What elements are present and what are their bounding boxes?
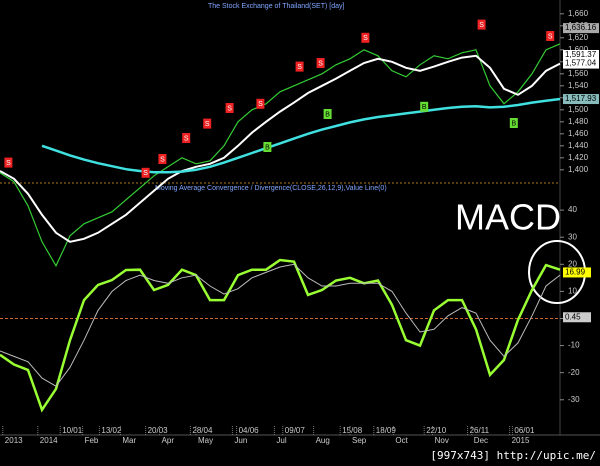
value-label: 0.45 [565, 312, 581, 321]
x-tick-label: 2013 [5, 436, 23, 445]
signal-label: S [160, 156, 165, 163]
y-tick-label: -10 [568, 341, 580, 350]
price-label: 1,591.37 [565, 50, 597, 59]
x-tick-label: 26/11 [470, 426, 490, 435]
signal-label: B [265, 144, 270, 151]
x-tick-label: Sep [352, 436, 367, 445]
signal-marker [141, 167, 150, 178]
signal-label: S [6, 160, 11, 167]
footer: [997x743] http://upic.me/ [430, 449, 596, 462]
y-tick-label: -20 [568, 368, 580, 377]
signal-label: S [184, 135, 189, 142]
signal-marker [263, 142, 272, 152]
price-label-box [563, 49, 599, 60]
y-tick-label: 1,420 [568, 153, 589, 162]
price-label-box [563, 23, 599, 34]
y-tick-label: -30 [568, 395, 580, 404]
annotation: MACD [455, 197, 561, 238]
x-tick-label: Mar [122, 436, 136, 445]
signal-label: S [205, 121, 210, 128]
signal-label: S [143, 170, 148, 177]
signal-marker [361, 32, 370, 43]
signal-marker [323, 109, 332, 119]
x-tick-label: Jul [276, 436, 286, 445]
signal-label: S [318, 60, 323, 67]
x-tick-label: 20/03 [148, 426, 169, 435]
signal-marker [295, 61, 304, 72]
signal-label: B [511, 120, 516, 127]
y-tick-label: 10 [568, 286, 577, 295]
signal-marker [256, 98, 265, 109]
price-label-box [563, 94, 599, 105]
x-tick-label: Dec [474, 436, 488, 445]
x-tick-label: Nov [435, 436, 449, 445]
y-tick-label: 1,600 [568, 45, 589, 54]
signal-marker [182, 133, 191, 143]
signal-label: S [297, 64, 302, 71]
y-tick-label: 1,460 [568, 129, 589, 138]
chart-title: Moving Average Convergence / Divergence(… [155, 185, 387, 192]
y-tick-label: 20 [568, 259, 577, 268]
value-label-box [563, 312, 591, 323]
value-label: 16.99 [565, 268, 586, 277]
signal-label: S [363, 35, 368, 42]
x-tick-label: 2014 [40, 436, 58, 445]
signal-label: B [325, 111, 330, 118]
price-label: 1,517.93 [565, 94, 597, 103]
signal-marker [203, 118, 212, 129]
price-label-box [563, 58, 599, 69]
series-line [41, 97, 561, 174]
series-line [0, 43, 561, 268]
x-tick-label: 15/08 [342, 426, 363, 435]
x-tick-label: 28/04 [192, 426, 213, 435]
x-tick-label: 06/01 [514, 426, 535, 435]
chart-title: The Stock Exchange of Thailand(SET) [day… [208, 3, 344, 10]
y-tick-label: 1,660 [568, 9, 589, 18]
series-line [0, 54, 561, 243]
y-tick-label: 1,480 [568, 117, 589, 126]
signal-marker [509, 118, 518, 128]
signal-marker [4, 157, 13, 168]
price-label: 1,636.16 [565, 23, 597, 32]
signal-marker [158, 154, 167, 164]
signal-marker [225, 103, 234, 113]
x-tick-label: Feb [85, 436, 99, 445]
x-tick-label: 22/10 [426, 426, 447, 435]
y-tick-label: 1,440 [568, 141, 589, 150]
y-tick-label: 1,500 [568, 105, 589, 114]
series-line [0, 263, 561, 387]
x-tick-label: Aug [316, 436, 330, 445]
value-label-box [563, 267, 591, 278]
y-tick-label: 1,620 [568, 33, 589, 42]
signal-label: S [227, 105, 232, 112]
signal-marker [477, 19, 486, 30]
signal-marker [546, 31, 555, 41]
x-tick-label: Apr [162, 436, 175, 445]
x-tick-label: May [198, 436, 213, 445]
y-tick-label: 30 [568, 232, 577, 241]
x-tick-label: Oct [395, 436, 408, 445]
signal-label: B [422, 104, 427, 111]
x-tick-label: 13/02 [101, 426, 122, 435]
signal-marker [420, 101, 429, 112]
x-tick-label: 2015 [512, 436, 530, 445]
y-tick-label: 1,560 [568, 69, 589, 78]
y-tick-label: 40 [568, 205, 577, 214]
x-tick-label: 10/01 [62, 426, 83, 435]
x-tick-label: 18/09 [376, 426, 397, 435]
signal-label: S [479, 22, 484, 29]
x-tick-label: 09/07 [285, 426, 306, 435]
y-tick-label: 1,400 [568, 165, 589, 174]
signal-marker [316, 58, 325, 68]
signal-label: S [548, 33, 553, 40]
x-tick-label: 04/06 [239, 426, 260, 435]
x-tick-label: Jun [234, 436, 247, 445]
y-tick-label: 1,540 [568, 81, 589, 90]
price-label: 1,577.04 [565, 59, 597, 68]
signal-label: S [258, 101, 263, 108]
